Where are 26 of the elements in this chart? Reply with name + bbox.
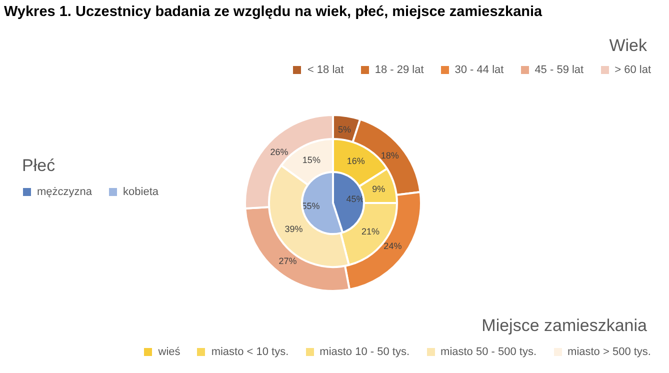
data-label: 9% bbox=[372, 184, 386, 194]
data-label: 18% bbox=[380, 150, 399, 160]
legend-label: kobieta bbox=[123, 186, 159, 198]
legend-label: miasto 10 - 50 tys. bbox=[320, 346, 410, 358]
data-label: 16% bbox=[346, 156, 365, 166]
legend-label: miasto 50 - 500 tys. bbox=[440, 346, 537, 358]
legend-label: 18 - 29 lat bbox=[374, 64, 424, 76]
legend-title: Miejsce zamieszkania bbox=[482, 316, 647, 336]
data-label: 39% bbox=[284, 224, 303, 234]
legend-label: 45 - 59 lat bbox=[534, 64, 584, 76]
legend-title: Płeć bbox=[22, 156, 56, 176]
data-label: 26% bbox=[270, 146, 288, 157]
legend-label: miasto < 10 tys. bbox=[211, 346, 289, 358]
legend-label: < 18 lat bbox=[307, 64, 344, 76]
legend-label: wieś bbox=[158, 346, 180, 358]
legend-label: > 60 lat bbox=[614, 64, 651, 76]
legend-label: 30 - 44 lat bbox=[454, 64, 504, 76]
legend-title: Wiek bbox=[609, 36, 647, 56]
data-label: 24% bbox=[384, 240, 402, 251]
data-label: 5% bbox=[338, 124, 352, 135]
data-label: 27% bbox=[278, 256, 297, 266]
legend-label: mężczyzna bbox=[37, 186, 92, 198]
data-label: 21% bbox=[362, 226, 380, 237]
data-label: 15% bbox=[302, 155, 320, 166]
legend-label: miasto > 500 tys. bbox=[568, 346, 651, 358]
chart-title: Wykres 1. Uczestnicy badania ze względu na wiek, płeć, miejsce zamieszkania bbox=[4, 4, 542, 20]
